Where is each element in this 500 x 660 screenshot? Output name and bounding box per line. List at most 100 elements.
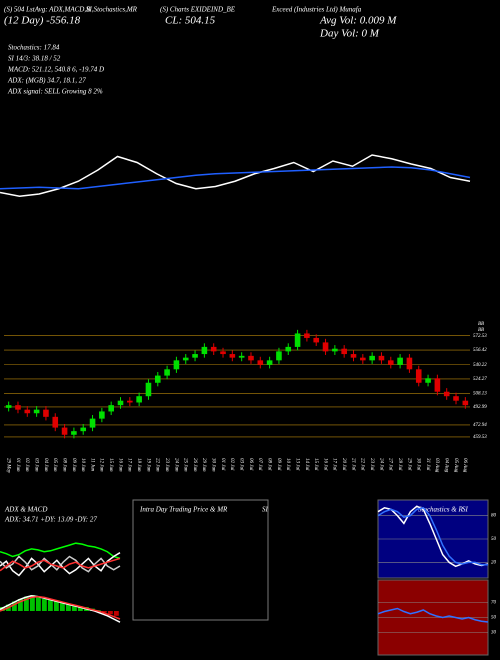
y-tick-label: 459.53 xyxy=(473,435,487,440)
x-tick-label: 22 Jul xyxy=(360,458,365,471)
candle-body xyxy=(369,355,375,361)
candle-body xyxy=(248,355,254,361)
candle-body xyxy=(145,382,152,397)
x-tick-label: 15 Jun xyxy=(108,458,113,472)
y-tick-label: 30 xyxy=(491,631,497,636)
stat: ADX: (MGB) 34.7, 18.1, 27 xyxy=(7,77,86,85)
x-tick-label: 03 Jul xyxy=(239,458,244,471)
candle-body xyxy=(304,333,310,338)
panel-title: Intra Day Trading Price & MR xyxy=(139,506,228,514)
candle-body xyxy=(387,360,394,365)
x-tick-label: 04 Aug xyxy=(444,458,449,473)
candle-body xyxy=(294,333,301,347)
histogram-bar xyxy=(18,599,23,611)
avg-vol: Avg Vol: 0.009 M xyxy=(319,15,397,27)
candle-body xyxy=(434,378,441,392)
indicator-line xyxy=(0,552,121,577)
x-tick-label: 01 Jun xyxy=(15,458,20,472)
histogram-bar xyxy=(42,599,47,611)
histogram-bar xyxy=(48,599,53,611)
indicator-line xyxy=(0,555,121,573)
histogram-bar xyxy=(114,611,119,616)
header-text: (S) Charts EXIDEIND_BE xyxy=(160,6,236,14)
annotation: BB xyxy=(478,328,484,333)
candle-body xyxy=(257,360,264,365)
histogram-bar xyxy=(24,596,29,611)
x-tick-label: 18 Jun xyxy=(136,458,141,472)
candle-body xyxy=(415,369,422,383)
candle-body xyxy=(108,405,114,412)
annotation: BB xyxy=(478,322,484,327)
indicator-line xyxy=(0,557,121,572)
x-tick-label: 24 Jul xyxy=(378,458,383,471)
x-tick-label: 09 Jul xyxy=(276,458,281,471)
indicator-line xyxy=(377,505,489,568)
x-tick-label: 17 Jul xyxy=(332,458,337,471)
header-text: Exceed (Industries Ltd) Munafa xyxy=(271,6,362,14)
histogram-bar xyxy=(12,601,17,611)
histogram-bar xyxy=(30,595,35,611)
x-tick-label: 05 Jun xyxy=(52,458,57,472)
histogram-bar xyxy=(54,601,59,611)
candle-body xyxy=(80,427,87,432)
candle-body xyxy=(201,346,208,355)
candle-body xyxy=(360,357,366,361)
candle-body xyxy=(313,337,320,343)
y-tick-label: 80 xyxy=(491,514,497,519)
candle-body xyxy=(229,354,236,358)
candle-body xyxy=(285,346,292,352)
header-text: (S) 504 LstAvg: ADX,MACD,B xyxy=(4,6,91,14)
candle-body xyxy=(341,348,347,355)
x-tick-label: 10 Jul xyxy=(285,458,290,471)
candle-body xyxy=(443,391,450,397)
histogram-bar xyxy=(108,611,113,615)
x-tick-label: 19 Jun xyxy=(145,458,150,472)
histogram-bar xyxy=(66,604,71,611)
indicator-line xyxy=(0,166,471,190)
candle-body xyxy=(238,355,245,358)
x-tick-label: 14 Jul xyxy=(304,458,309,471)
panel-title: Stochastics & R xyxy=(418,506,463,514)
x-tick-label: 02 Jul xyxy=(229,458,234,471)
y-tick-label: 572.53 xyxy=(473,334,487,339)
day-vol: Day Vol: 0 M xyxy=(319,28,380,40)
x-tick-label: 05 Aug xyxy=(453,458,458,473)
x-tick-label: 08 Jul xyxy=(266,458,271,471)
x-tick-label: 16 Jun xyxy=(117,458,122,472)
x-tick-label: 02 Jun xyxy=(24,458,29,472)
x-tick-label: 30 Jun xyxy=(211,458,216,472)
indicator-line xyxy=(377,506,488,566)
x-tick-label: 03 Aug xyxy=(434,458,439,473)
histogram-bar xyxy=(36,596,41,611)
x-tick-label: 16 Jul xyxy=(322,458,327,471)
candle-body xyxy=(192,354,198,358)
candle-body xyxy=(15,405,21,410)
x-tick-label: 04 Jun xyxy=(43,458,48,472)
close: CL: 504.15 xyxy=(165,15,216,27)
x-tick-label: 24 Jun xyxy=(173,458,178,472)
y-tick-label: 50 xyxy=(491,537,497,542)
candle-body xyxy=(5,405,12,408)
candle-body xyxy=(164,369,170,376)
stat: Stochastics: 17.84 xyxy=(8,44,60,52)
candle-body xyxy=(266,360,273,365)
candle-body xyxy=(117,400,124,406)
candle-body xyxy=(182,357,189,361)
indicator-line xyxy=(0,542,121,560)
x-tick-label: 31 Jul xyxy=(425,458,430,471)
candle-body xyxy=(322,342,329,352)
y-tick-label: 540.22 xyxy=(473,363,487,368)
panel-subtitle: ADX: 34.71 +DY: 13.09 -DY: 27 xyxy=(4,516,97,524)
x-tick-label: 06 Aug xyxy=(462,458,467,473)
x-tick-label: 08 Jun xyxy=(61,458,66,472)
x-tick-label: 01 Jul xyxy=(220,458,225,471)
x-tick-label: 25 Jun xyxy=(183,458,188,472)
histogram-bar xyxy=(72,605,77,611)
candle-body xyxy=(154,375,161,383)
panel-subtitle: SI xyxy=(262,506,269,514)
indicator-line xyxy=(0,595,121,620)
candle-body xyxy=(43,409,49,417)
candle-body xyxy=(52,416,59,428)
candle-body xyxy=(71,431,77,435)
x-tick-label: 23 Jul xyxy=(369,458,374,471)
